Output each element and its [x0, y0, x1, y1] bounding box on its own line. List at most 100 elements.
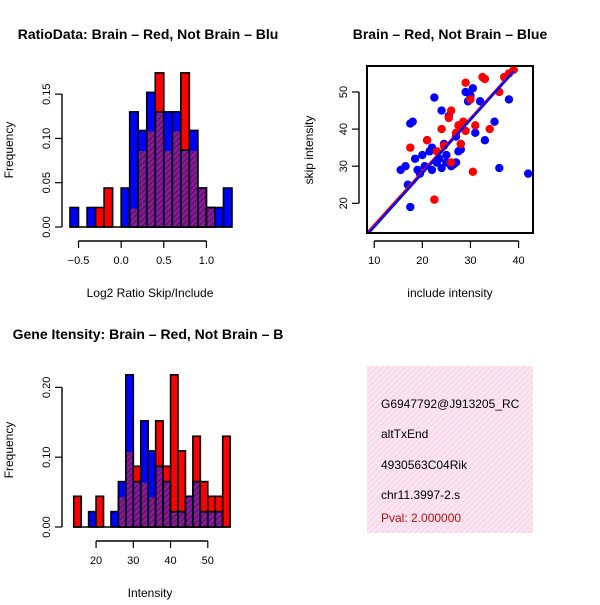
y-tick-label: 0.05	[41, 172, 53, 193]
ratio-histogram-bars	[69, 72, 233, 228]
x-tick-label: 10	[368, 255, 380, 267]
x-tick-label: 20	[90, 555, 102, 567]
x-tick-label: 0.5	[156, 255, 171, 267]
x-tick-label: −0.5	[68, 255, 90, 267]
bar-overlap	[147, 131, 155, 227]
point-not-brain	[504, 95, 514, 104]
point-not-brain	[471, 128, 480, 137]
point-not-brain	[468, 84, 478, 93]
ratio-histogram-title: RatioData: Brain – Red, Not Brain – Blu	[18, 26, 279, 42]
y-tick-label: 0.10	[41, 128, 53, 149]
bar-overlap	[149, 497, 155, 527]
ratio-histogram-axes: −0.5 0.0 0.5 1.0 0.00 0.05 0.10 0.15	[41, 83, 214, 267]
point-brain	[422, 136, 432, 145]
y-tick-label: 30	[338, 160, 350, 172]
ratio-histogram-xlabel: Log2 Ratio Skip/Include	[87, 286, 214, 300]
y-tick-label: 0.20	[41, 377, 53, 398]
scatter-fit-lines	[367, 67, 518, 233]
point-not-brain	[523, 169, 533, 178]
bar-overlap	[201, 512, 207, 527]
bar-not-brain	[110, 510, 120, 528]
intensity-histogram: Gene Itensity: Brain – Red, Not Brain – …	[2, 326, 283, 600]
y-tick-label: 0.10	[41, 446, 53, 467]
point-not-brain	[401, 162, 410, 171]
intensity-histogram-xlabel: Intensity	[128, 586, 173, 600]
point-not-brain	[430, 93, 439, 102]
point-not-brain	[437, 106, 446, 115]
bar-overlap	[171, 512, 177, 527]
info-line-probe: G6947792@J913205_RC	[381, 397, 520, 411]
scatter-ylabel: skip intensity	[302, 116, 316, 185]
info-line-event: altTxEnd	[381, 427, 428, 441]
bar-overlap	[126, 451, 133, 527]
point-not-brain	[490, 117, 499, 126]
scatter-frame	[366, 65, 534, 234]
bar-not-brain	[86, 206, 97, 228]
bar-overlap	[198, 189, 206, 227]
bar-overlap	[134, 482, 140, 527]
bar-brain	[221, 435, 231, 528]
point-brain	[437, 124, 446, 134]
bar-overlap	[186, 497, 192, 527]
x-tick-label: 0.0	[114, 255, 129, 267]
point-brain	[471, 121, 480, 130]
point-not-brain	[495, 163, 504, 173]
intensity-histogram-ylabel: Frequency	[2, 422, 16, 479]
point-not-brain	[427, 165, 437, 175]
bar-overlap	[208, 512, 215, 527]
bar-not-brain	[87, 510, 97, 528]
bar-overlap	[207, 208, 214, 227]
bar-overlap	[141, 482, 148, 527]
info-line-location: chr11.3997-2.s	[381, 488, 460, 502]
point-brain	[456, 139, 466, 149]
info-panel: G6947792@J913205_RC altTxEnd 4930563C04R…	[367, 366, 533, 533]
bar-overlap	[216, 512, 222, 527]
y-tick-label: 0.15	[41, 83, 53, 104]
bar-overlap	[173, 131, 180, 227]
bar-brain	[103, 187, 114, 228]
bar-brain	[94, 206, 105, 228]
bar-overlap	[119, 497, 125, 527]
x-tick-label: 50	[202, 555, 214, 567]
intensity-histogram-title: Gene Itensity: Brain – Red, Not Brain – …	[13, 326, 284, 342]
point-not-brain	[418, 150, 427, 160]
intensity-histogram-bars	[72, 373, 231, 528]
point-not-brain	[410, 154, 420, 163]
point-not-brain	[408, 117, 417, 126]
y-tick-label: 50	[338, 86, 350, 98]
point-brain	[444, 113, 453, 123]
ratio-histogram-ylabel: Frequency	[2, 122, 16, 179]
bar-overlap	[139, 150, 146, 227]
fit-line-not-brain	[367, 70, 515, 233]
bar-overlap	[156, 467, 163, 527]
scatter-xlabel: include intensity	[407, 286, 492, 300]
point-not-brain	[442, 150, 451, 160]
scatter-axes: 10 20 30 40 20 30 40 50	[338, 86, 525, 267]
bar-overlap	[190, 150, 197, 227]
bar-overlap	[193, 482, 200, 527]
info-panel-background	[367, 366, 533, 533]
bar-brain	[169, 373, 179, 528]
bar-overlap	[130, 208, 138, 227]
y-tick-label: 0.00	[41, 216, 53, 237]
bar-not-brain	[69, 206, 80, 228]
point-brain	[485, 124, 494, 134]
info-pval: Pval: 2.000000	[381, 511, 461, 525]
bar-overlap	[179, 512, 185, 527]
intensity-scatter: Brain – Red, Not Brain – Blue 10 20 30 40 20…	[302, 26, 547, 300]
point-brain	[468, 167, 478, 176]
bar-brain	[95, 495, 105, 528]
bar-overlap	[164, 482, 170, 527]
point-brain	[447, 106, 456, 115]
point-not-brain	[480, 136, 490, 145]
point-brain	[406, 143, 415, 152]
ratio-histogram: RatioData: Brain – Red, Not Brain – Blu …	[2, 26, 278, 300]
bar-not-brain	[120, 187, 131, 228]
bar-overlap	[181, 150, 189, 227]
y-tick-label: 20	[338, 197, 350, 209]
bar-overlap	[156, 112, 163, 227]
y-tick-label: 0.00	[41, 516, 53, 537]
point-not-brain	[406, 202, 415, 212]
